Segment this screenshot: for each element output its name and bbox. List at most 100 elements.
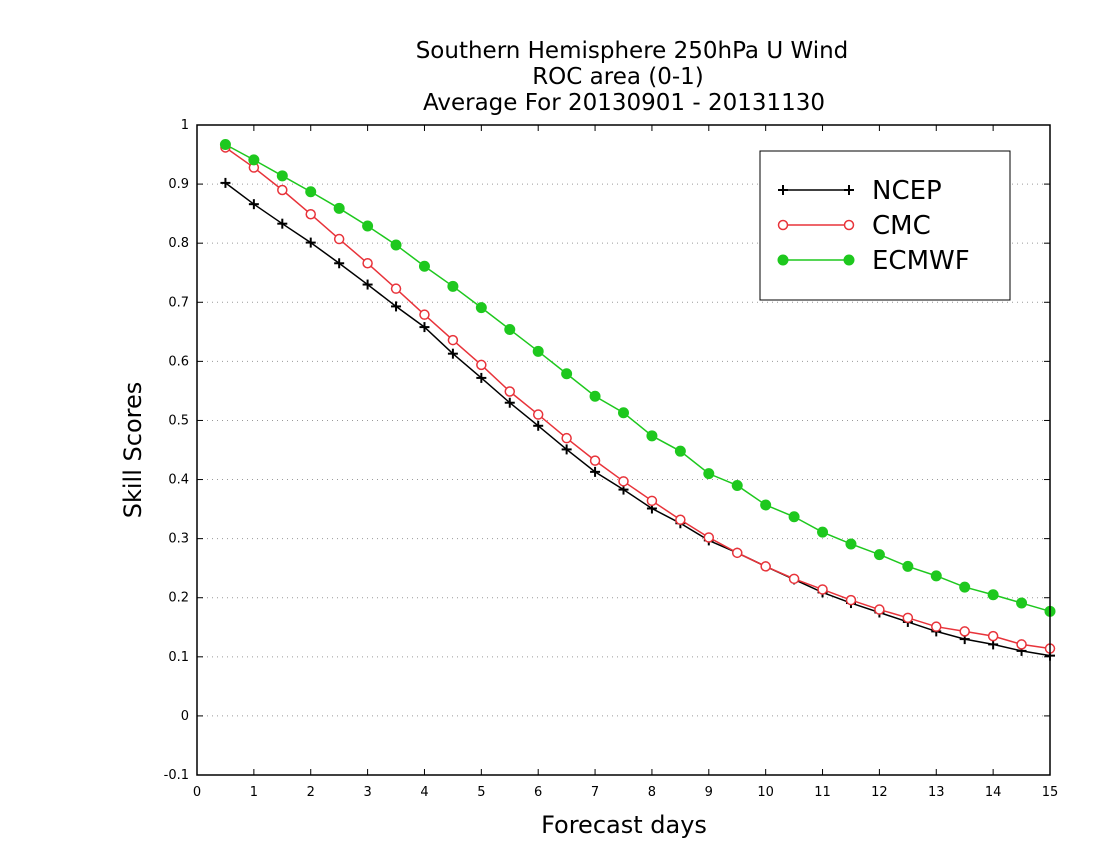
y-tick-label: 0.6 [168,354,189,369]
cmc-point [561,432,572,444]
ncep-point [334,258,345,269]
y-tick-label: 0.2 [168,591,189,606]
y-tick-label: 0 [181,709,189,724]
legend-label: NCEP [872,176,942,206]
legend-marker [777,254,789,266]
ncep-point [504,397,515,408]
x-axis-label: Forecast days [541,811,707,839]
ecmwf-point [475,302,487,314]
cmc-point [419,309,430,320]
x-tick-label: 1 [250,785,258,800]
cmc-point [788,573,800,585]
x-tick-label: 11 [814,785,831,800]
x-tick-label: 2 [307,785,315,800]
y-tick-label: 0.5 [168,413,189,428]
legend-label: CMC [872,211,931,241]
y-tick-label: -0.1 [164,768,189,783]
ecmwf-point [902,560,914,572]
legend: NCEP CMC ECMWF [759,150,1011,301]
cmc-point [362,258,373,269]
cmc-point [589,455,601,466]
y-tick-label: 0.9 [168,177,189,192]
cmc-point [987,630,999,642]
cmc-point [902,612,914,624]
ncep-point [419,322,430,333]
ncep-point [220,177,231,188]
ncep-point [391,301,402,312]
cmc-point [447,334,459,346]
legend-item-ecmwf: ECMWF [777,246,970,276]
cmc-point [845,594,857,606]
ecmwf-point [930,570,942,582]
cmc-point [390,283,402,294]
ecmwf-point [845,538,857,550]
x-tick-label: 15 [1042,785,1059,800]
legend-item-ncep: NCEP [778,176,942,206]
ecmwf-point [873,549,885,561]
x-tick-label: 0 [193,785,201,800]
x-tick-label: 8 [648,785,656,800]
ecmwf-point [788,511,800,523]
legend-label: ECMWF [872,246,970,276]
ecmwf-point [333,202,345,214]
ncep-point [305,237,316,248]
ncep-point [476,372,487,383]
title-line-3: Average For 20130901 - 20131130 [423,90,825,116]
ncep-point [561,444,572,455]
plot-frame [196,124,1051,776]
legend-item-cmc: CMC [777,211,931,241]
ecmwf-point [731,479,743,491]
ncep-point [590,466,601,477]
cmc-point [760,561,771,572]
x-axis-ticks: 0 1 2 3 4 5 6 7 8 9 10 11 12 13 14 15 [193,125,1058,800]
cmc-point [703,532,715,543]
x-tick-label: 13 [928,785,945,800]
y-tick-label: 1 [181,118,189,133]
ecmwf-point [362,220,374,232]
legend-marker [844,185,854,195]
cmc-point [959,626,970,637]
ecmwf-point [959,581,971,593]
ecmwf-point [646,430,658,442]
cmc-point [333,233,345,245]
chart-title: Southern Hemisphere 250hPa U Wind ROC ar… [416,38,849,116]
ecmwf-point [674,445,686,457]
ecmwf-point [532,345,544,357]
ecmwf-point [248,154,260,166]
cmc-point [675,514,686,525]
cmc-point [874,604,885,615]
title-line-1: Southern Hemisphere 250hPa U Wind [416,38,849,64]
cmc-point [931,621,942,632]
x-tick-label: 6 [534,785,542,800]
x-tick-label: 10 [757,785,774,800]
y-tick-label: 0.4 [168,473,189,488]
x-tick-label: 5 [477,785,485,800]
ecmwf-point [589,390,601,402]
cmc-point [504,386,516,397]
ecmwf-point [561,368,573,380]
cmc-point [731,547,743,559]
x-tick-label: 7 [591,785,599,800]
cmc-point [646,495,658,507]
legend-marker [777,219,789,231]
plot-series [219,139,1056,661]
ecmwf-point [447,280,459,292]
x-tick-label: 12 [871,785,888,800]
y-tick-label: 0.8 [168,236,189,251]
ecmwf-point [703,468,715,480]
legend-box [759,150,1011,301]
cmc-point [305,208,316,220]
series-ecmwf [219,139,1056,617]
legend-marker [843,219,855,231]
legend-marker [778,185,788,195]
y-tick-label: 0.1 [168,650,189,665]
series-cmc [220,142,1056,654]
ecmwf-point [760,499,772,511]
ecmwf-point [305,186,317,198]
ecmwf-point [987,589,999,601]
cmc-point [1016,639,1027,650]
x-tick-label: 14 [985,785,1002,800]
cmc-point [532,409,544,420]
ecmwf-point [390,239,402,251]
